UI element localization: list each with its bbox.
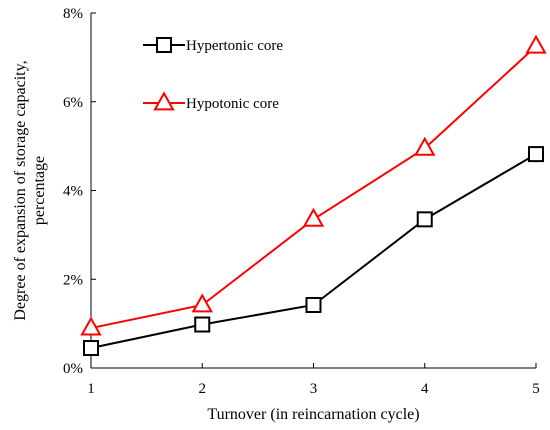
- series-layer: [80, 34, 547, 357]
- legend-item: Hypertonic core: [143, 37, 283, 54]
- legend-item: Hypotonic core: [143, 91, 279, 112]
- y-axis-title-line-2: percentage: [31, 156, 48, 225]
- data-point: [414, 136, 436, 156]
- data-point: [305, 296, 322, 313]
- data-point: [194, 316, 211, 333]
- x-axis-title: Turnover (in reincarnation cycle): [207, 406, 419, 423]
- y-axis-title-line-1: Degree of expansion of storage capacity,: [12, 60, 29, 320]
- x-tick-label: 4: [421, 381, 429, 397]
- data-point: [83, 340, 99, 357]
- data-point: [191, 293, 213, 313]
- series-line: [90, 45, 537, 330]
- series-2: [80, 34, 547, 336]
- x-tick-label: 1: [87, 381, 95, 397]
- y-tick-label: 0%: [63, 361, 83, 377]
- legend-label: Hypotonic core: [186, 96, 279, 112]
- y-tick-label: 6%: [63, 95, 83, 111]
- data-point: [302, 207, 325, 227]
- y-axis-title: Degree of expansion of storage capacity,…: [12, 60, 48, 320]
- y-tick-label: 8%: [63, 6, 83, 22]
- x-tick-label: 3: [310, 381, 318, 397]
- x-tick-label: 5: [532, 381, 540, 397]
- data-point: [528, 146, 544, 163]
- legend: Hypertonic core Hypotonic core: [143, 37, 283, 112]
- y-tick-label: 4%: [63, 184, 83, 200]
- y-ticks: 0% 2% 4% 6% 8%: [63, 6, 96, 377]
- series-line: [90, 153, 537, 350]
- data-point: [80, 316, 102, 336]
- data-point: [525, 34, 547, 54]
- data-point: [416, 211, 433, 228]
- legend-marker: [153, 91, 175, 111]
- y-tick-label: 2%: [63, 272, 83, 288]
- x-tick-label: 2: [199, 381, 207, 397]
- x-ticks: 1 2 3 4 5: [87, 363, 540, 397]
- series-1: [83, 146, 544, 357]
- legend-marker: [156, 37, 172, 53]
- legend-label: Hypertonic core: [186, 38, 283, 54]
